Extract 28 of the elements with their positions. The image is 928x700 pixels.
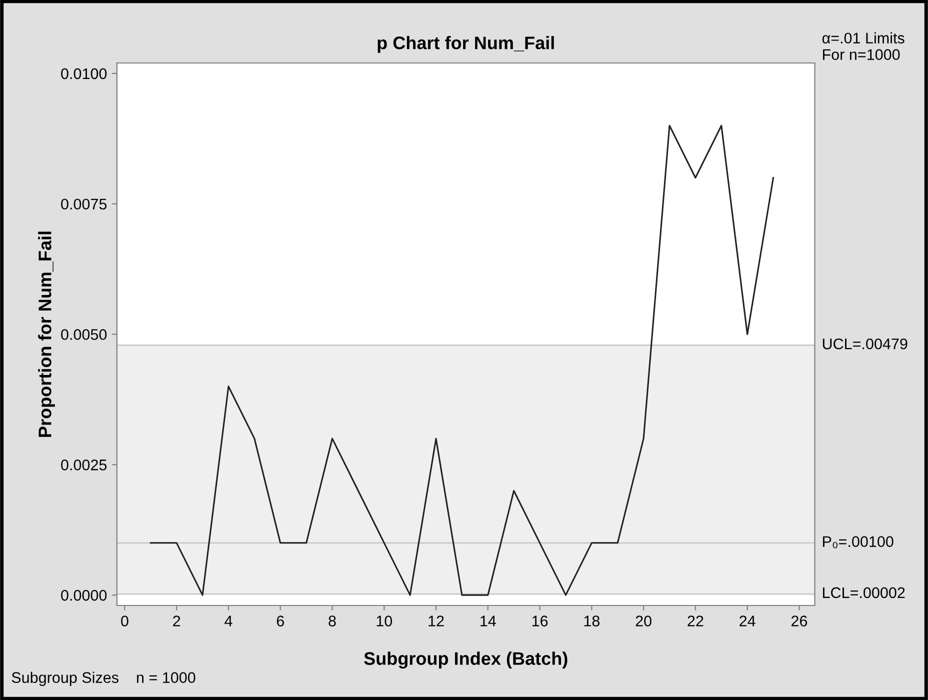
x-tick-label: 14 [480,616,496,626]
x-tick-label: 24 [740,616,756,626]
x-tick-label: 4 [224,616,232,626]
x-tick-label: 16 [532,616,548,626]
x-tick-label: 18 [584,616,600,626]
x-tick-label: 2 [173,616,180,626]
y-tick-label: 0.0050 [61,329,107,340]
chart-title: p Chart for Num_Fail [378,36,554,53]
y-tick-label: 0.0025 [61,460,107,470]
ref-line-label: LCL=.00002 [823,587,905,598]
x-tick-label: 10 [376,616,392,626]
ref-line-label: P₀=.00100 [823,536,894,548]
text: α=.01 Limits For n=1000 [822,32,904,60]
x-tick-label: 26 [791,616,808,626]
ref-line-label: UCL=.00479 [822,338,908,350]
x-tick-label: 20 [636,616,652,626]
x-tick-label: 0 [121,616,128,626]
x-tick-label: 8 [328,616,336,626]
y-axis-title: Proportion for Num_Fail [38,232,55,437]
text: Subgroup Sizes n = 1000 [12,672,196,686]
y-tick-label: 0.0075 [61,198,107,210]
y-tick-label: 0.0000 [61,590,107,601]
x-axis-title: Subgroup Index (Batch) [364,652,568,669]
x-tick-label: 12 [428,616,444,626]
x-tick-label: 6 [276,616,284,626]
y-tick-label: 0.0100 [61,68,107,80]
x-tick-label: 22 [688,616,704,626]
line-series [150,124,774,596]
